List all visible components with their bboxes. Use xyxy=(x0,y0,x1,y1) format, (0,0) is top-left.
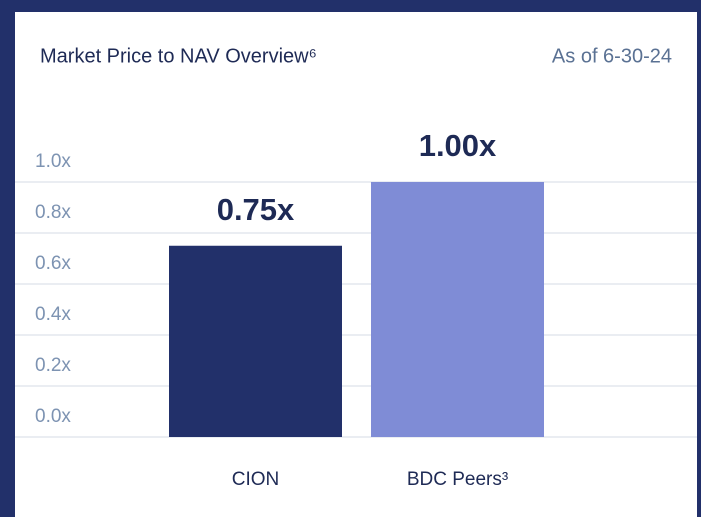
y-tick-label: 0.2x xyxy=(35,355,71,376)
chart-subtitle: As of 6-30-24 xyxy=(552,45,672,67)
value-label: 1.00x xyxy=(419,128,497,163)
y-tick-label: 0.8x xyxy=(35,202,71,223)
y-tick-label: 1.0x xyxy=(35,151,71,172)
y-tick-label: 0.0x xyxy=(35,406,71,427)
y-tick-label: 0.4x xyxy=(35,304,71,325)
x-tick-label: BDC Peers³ xyxy=(407,469,508,490)
bar xyxy=(169,245,342,437)
card xyxy=(15,12,697,517)
chart-title: Market Price to NAV Overview⁶ xyxy=(40,45,317,67)
x-tick-label: CION xyxy=(232,469,280,490)
y-tick-label: 0.6x xyxy=(35,253,71,274)
value-label: 0.75x xyxy=(217,192,295,227)
bar xyxy=(371,182,544,437)
